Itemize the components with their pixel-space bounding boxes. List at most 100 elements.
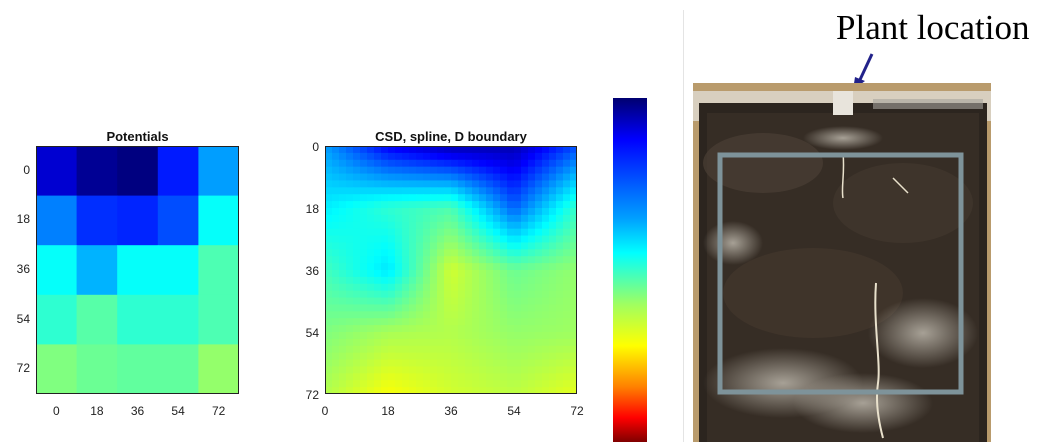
heatmap-cell [486, 256, 494, 264]
heatmap-cell [402, 325, 410, 333]
heatmap-cell [486, 352, 494, 361]
heatmap-cell [339, 290, 347, 299]
heatmap-cell [486, 366, 494, 374]
heatmap-cell [549, 221, 557, 230]
heatmap-cell [430, 180, 438, 188]
heatmap-cell [451, 166, 459, 175]
heatmap-potentials [36, 146, 240, 395]
heatmap-cell [346, 270, 354, 278]
heatmap-cell [451, 256, 459, 264]
heatmap-cell [367, 283, 375, 292]
heatmap-cell [444, 373, 452, 381]
heatmap-cell [353, 152, 361, 161]
heatmap-cell [416, 373, 424, 381]
heatmap-cell [388, 235, 396, 244]
heatmap-cell [528, 187, 536, 195]
heatmap-csd-svg [325, 146, 578, 395]
heatmap-cell [395, 359, 403, 368]
heatmap-cell [479, 304, 487, 312]
heatmap-cell [479, 352, 487, 361]
heatmap-cell [542, 387, 550, 395]
heatmap-cell [381, 146, 389, 154]
heatmap-cell [353, 380, 361, 388]
heatmap-cell [367, 270, 375, 278]
heatmap-cell [486, 263, 494, 271]
heatmap-cell [395, 208, 403, 216]
heatmap-cell [486, 159, 494, 168]
heatmap-cell [416, 387, 424, 395]
heatmap-cell [521, 270, 529, 278]
heatmap-cell [360, 159, 368, 168]
heatmap-cell [570, 152, 578, 161]
heatmap-cell [465, 373, 473, 381]
heatmap-cell [402, 228, 410, 237]
heatmap-cell [157, 294, 199, 345]
heatmap-cell [423, 270, 431, 278]
heatmap-cell [570, 194, 578, 202]
heatmap-cell [451, 228, 459, 237]
heatmap-cell [542, 249, 550, 257]
heatmap-cell [374, 256, 382, 264]
heatmap-cell [325, 146, 333, 154]
heatmap-cell [444, 146, 452, 154]
heatmap-cell [374, 180, 382, 188]
heatmap-cell [472, 332, 480, 340]
heatmap-cell [416, 180, 424, 188]
heatmap-cell [381, 325, 389, 333]
heatmap-cell [493, 270, 501, 278]
heatmap-cell [479, 214, 487, 223]
heatmap-cell [381, 187, 389, 195]
heatmap-cell [444, 221, 452, 230]
heatmap-cell [395, 159, 403, 168]
heatmap-cell [437, 345, 445, 354]
heatmap-cell [549, 173, 557, 182]
x-tick-label: 18 [90, 404, 104, 418]
heatmap-cell [423, 283, 431, 292]
heatmap-cell [346, 304, 354, 312]
heatmap-cell [402, 366, 410, 374]
heatmap-cell [563, 332, 571, 340]
heatmap-cell [374, 373, 382, 381]
heatmap-cell [367, 221, 375, 230]
heatmap-cell [514, 159, 522, 168]
heatmap-cell [570, 208, 578, 216]
heatmap-cell [556, 173, 564, 182]
heatmap-cell [360, 352, 368, 361]
heatmap-cell [437, 249, 445, 257]
heatmap-cell [486, 325, 494, 333]
heatmap-cell [563, 256, 571, 264]
heatmap-cell [479, 297, 487, 306]
heatmap-cell [353, 159, 361, 168]
heatmap-cell [514, 387, 522, 395]
heatmap-cell [360, 249, 368, 257]
heatmap-cell [409, 283, 417, 292]
heatmap-cell [556, 373, 564, 381]
heatmap-cell [402, 214, 410, 223]
heatmap-cell [346, 208, 354, 216]
heatmap-cell [381, 345, 389, 354]
heatmap-cell [395, 242, 403, 250]
heatmap-cell [563, 249, 571, 257]
heatmap-cell [332, 290, 340, 299]
heatmap-cell [437, 283, 445, 292]
heatmap-cell [528, 263, 536, 271]
heatmap-cell [325, 187, 333, 195]
heatmap-cell [353, 194, 361, 202]
heatmap-cell [549, 201, 557, 209]
heatmap-cell [465, 283, 473, 292]
heatmap-cell [430, 332, 438, 340]
heatmap-cell [325, 166, 333, 175]
x-tick-label: 54 [171, 404, 185, 418]
heatmap-cell [528, 221, 536, 230]
heatmap-cell [493, 263, 501, 271]
heatmap-cell [486, 345, 494, 354]
heatmap-cell [381, 373, 389, 381]
heatmap-cell [374, 228, 382, 237]
heatmap-cell [556, 249, 564, 257]
heatmap-cell [472, 318, 480, 326]
heatmap-cell [451, 235, 459, 244]
heatmap-cell [360, 283, 368, 292]
heatmap-cell [416, 380, 424, 388]
heatmap-cell [563, 297, 571, 306]
heatmap-cell [346, 249, 354, 257]
